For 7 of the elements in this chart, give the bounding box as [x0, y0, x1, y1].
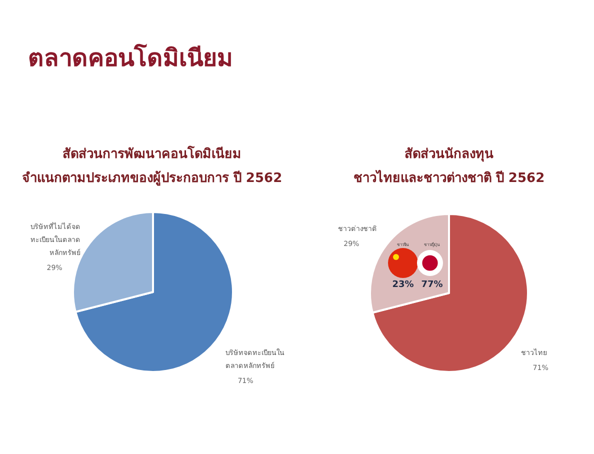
chart-subtitle: จำแนกตามประเภทของผู้ประกอบการ ปี 2562 [22, 170, 282, 186]
data-label: 23% [392, 280, 414, 290]
chart-title: สัดส่วนนักลงทุน [404, 147, 494, 162]
data-label: 77% [421, 280, 443, 290]
chart-title: สัดส่วนการพัฒนาคอนโดมิเนียม [62, 145, 242, 162]
chart-subtitle: ชาวไทยและชาวต่างชาติ ปี 2562 [353, 169, 545, 186]
text: ตลาดคอนโดมิเนียม [28, 43, 233, 72]
